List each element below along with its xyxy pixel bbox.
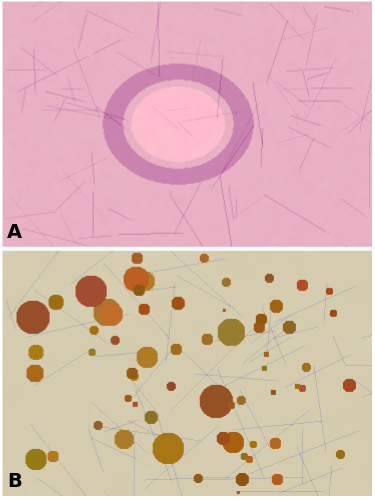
Text: A: A xyxy=(7,223,22,242)
Text: B: B xyxy=(7,472,22,491)
